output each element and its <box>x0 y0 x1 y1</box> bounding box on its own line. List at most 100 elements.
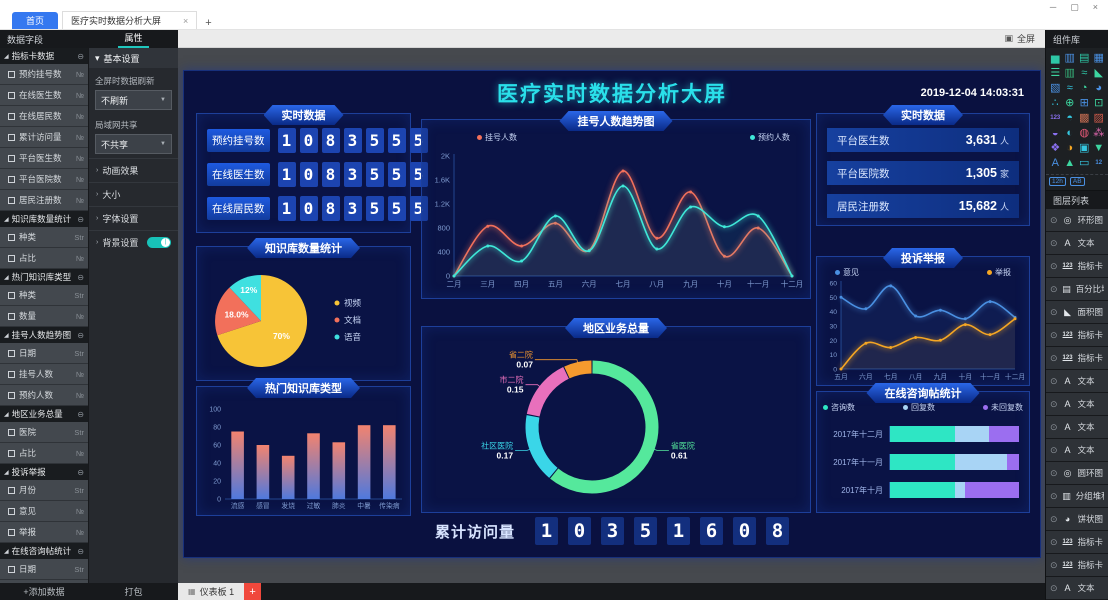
collapse-icon[interactable]: ◢ <box>4 332 9 339</box>
field-item[interactable]: 数量 № <box>0 306 88 327</box>
remove-group-icon[interactable]: ⊖ <box>77 51 84 61</box>
flower-chart-icon[interactable]: ◍ <box>1079 127 1090 139</box>
field-group-header[interactable]: ◢ 知识库数量统计 ⊖ <box>0 211 88 227</box>
multi-column-chart-icon[interactable]: ▥ <box>1064 67 1075 79</box>
checkbox-icon[interactable] <box>8 391 15 399</box>
checkbox-icon[interactable] <box>8 154 15 162</box>
percent-stacked-chart-icon[interactable]: ☰ <box>1050 67 1061 79</box>
media-widget-icon[interactable]: ▭ <box>1079 157 1090 169</box>
visibility-eye-icon[interactable]: ⊙ <box>1050 582 1058 593</box>
field-item[interactable]: 平台医院数 № <box>0 169 88 190</box>
properties-tab[interactable]: 属性 <box>89 30 178 48</box>
china-map-icon[interactable]: ▩ <box>1079 112 1090 124</box>
field-item[interactable]: 举报 № <box>0 522 88 543</box>
checkbox-icon[interactable] <box>8 112 15 120</box>
panel-realtime-numbers[interactable]: 实时数据 预约挂号数 1 0 8 3 5 5 5 在线医生数 1 0 8 3 5 5 5 在线居民数 1 0 8 3 5 5… <box>196 113 428 233</box>
treemap-icon[interactable]: ⊞ <box>1079 97 1089 109</box>
section-动画效果[interactable]: › 动画效果 <box>89 158 178 182</box>
field-item[interactable]: 居民注册数 № <box>0 190 88 211</box>
add-dashboard-button[interactable]: + <box>244 583 262 600</box>
visibility-eye-icon[interactable]: ⊙ <box>1050 237 1058 248</box>
checkbox-icon[interactable] <box>8 565 15 573</box>
field-group-header[interactable]: ◢ 热门知识库类型 ⊖ <box>0 269 88 285</box>
layer-item[interactable]: ⊙ ▤ 百分比堆 <box>1046 278 1108 301</box>
collapse-icon[interactable]: ◢ <box>4 53 9 60</box>
tab-document[interactable]: 医疗实时数据分析大屏 × <box>62 11 198 29</box>
field-item[interactable]: 种类 Str <box>0 227 88 248</box>
checkbox-icon[interactable] <box>8 233 15 241</box>
scatter-plot-icon[interactable]: ∴ <box>1051 97 1059 109</box>
refresh-select[interactable]: 不刷新 ▼ <box>95 90 172 110</box>
region-map-icon[interactable]: ▨ <box>1093 112 1104 124</box>
checkbox-icon[interactable] <box>8 91 15 99</box>
bubble-chart-icon[interactable]: ⁂ <box>1093 127 1105 139</box>
field-group-header[interactable]: ◢ 指标卡数据 ⊖ <box>0 48 88 64</box>
panel-region-donut[interactable]: 地区业务总量 省医院 0.61 社区医院 0.17 市二院 0.15 省二院 0.07 <box>421 326 811 513</box>
tab-home[interactable]: 首页 <box>12 12 59 29</box>
close-icon[interactable]: × <box>1092 2 1098 12</box>
stacked-bar-chart-icon[interactable]: ▤ <box>1079 52 1090 64</box>
badge-widget-icon[interactable]: 12 <box>1095 160 1103 166</box>
fullscreen-button[interactable]: 全屏 <box>1016 34 1035 44</box>
collapse-icon[interactable]: ◢ <box>4 216 9 223</box>
combo-chart-icon[interactable]: ▧ <box>1050 82 1061 94</box>
collapse-icon[interactable]: ◢ <box>4 548 9 555</box>
field-item[interactable]: 预约挂号数 № <box>0 64 88 85</box>
checkbox-icon[interactable] <box>8 449 15 457</box>
collapse-icon[interactable]: ◢ <box>4 274 9 281</box>
layer-item[interactable]: ⊙ ◣ 面积图 <box>1046 301 1108 324</box>
checkbox-icon[interactable] <box>8 312 15 320</box>
text-box-icon[interactable]: A <box>1051 157 1059 169</box>
component-tag-AB[interactable]: AB <box>1069 177 1085 186</box>
field-item[interactable]: 占比 № <box>0 443 88 464</box>
field-item[interactable]: 月份 Str <box>0 480 88 501</box>
maximize-icon[interactable]: ▢ <box>1070 2 1079 12</box>
checkbox-icon[interactable] <box>8 196 15 204</box>
field-item[interactable]: 预约人数 № <box>0 385 88 406</box>
checkbox-icon[interactable] <box>8 70 15 78</box>
checkbox-icon[interactable] <box>8 349 15 357</box>
remove-group-icon[interactable]: ⊖ <box>77 272 84 282</box>
field-group-header[interactable]: ◢ 地区业务总量 ⊖ <box>0 406 88 422</box>
panel-hot-knowledge-bars[interactable]: 热门知识库类型 0 20 40 60 80 100 流感 感冒 发烧 过敏 肺炎 中暑 传染病 <box>196 386 411 516</box>
layer-item[interactable]: ⊙ 123 指标卡 <box>1046 347 1108 370</box>
pack-button[interactable]: 打包 <box>89 583 178 600</box>
checkbox-icon[interactable] <box>8 133 15 141</box>
panel-platform-stats[interactable]: 实时数据 平台医生数 3,631 人平台医院数 1,305 家居民注册数 15,682 人 <box>816 113 1030 226</box>
dashboard-canvas[interactable]: 医疗实时数据分析大屏 2019-12-04 14:03:31 实时数据 预约挂号… <box>183 70 1041 558</box>
lan-share-select[interactable]: 不共享 ▼ <box>95 134 172 154</box>
panel-knowledge-pie[interactable]: 知识库数量统计 70% 18.0% 12% 视频 文档 语音 <box>196 246 411 381</box>
cube-chart-icon[interactable]: ▣ <box>1079 142 1090 154</box>
background-toggle[interactable] <box>147 237 171 248</box>
field-item[interactable]: 日期 Str <box>0 343 88 364</box>
number-card-icon[interactable]: 123 <box>1050 115 1061 121</box>
bar-chart-icon[interactable]: ▅ <box>1051 52 1060 64</box>
pie-chart-icon[interactable]: ◔ <box>1080 82 1088 94</box>
rose-chart-icon[interactable]: ◐ <box>1066 127 1074 139</box>
layer-item[interactable]: ⊙ ▥ 分组堆积 <box>1046 485 1108 508</box>
remove-group-icon[interactable]: ⊖ <box>77 214 84 224</box>
layer-item[interactable]: ⊙ ◕ 饼状图 <box>1046 508 1108 531</box>
field-item[interactable]: 平台医生数 № <box>0 148 88 169</box>
field-item[interactable]: 未回复数№ <box>0 580 88 583</box>
visibility-eye-icon[interactable]: ⊙ <box>1050 306 1058 317</box>
layer-item[interactable]: ⊙ 123 指标卡 <box>1046 324 1108 347</box>
layer-item[interactable]: ⊙ ◎ 圆环图 <box>1046 462 1108 485</box>
remove-group-icon[interactable]: ⊖ <box>77 330 84 340</box>
visibility-eye-icon[interactable]: ⊙ <box>1050 444 1058 455</box>
visibility-eye-icon[interactable]: ⊙ <box>1050 329 1058 340</box>
add-data-button[interactable]: +添加数据 <box>0 583 88 600</box>
pie3d-chart-icon[interactable]: ◑ <box>1066 142 1074 154</box>
section-大小[interactable]: › 大小 <box>89 182 178 206</box>
data-table-icon[interactable]: ⊡ <box>1094 97 1104 109</box>
field-group-header[interactable]: ◢ 挂号人数趋势图 ⊖ <box>0 327 88 343</box>
line-chart-icon[interactable]: ≈ <box>1066 82 1073 94</box>
visibility-eye-icon[interactable]: ⊙ <box>1050 536 1058 547</box>
half-donut-chart-icon[interactable]: ◒ <box>1051 127 1059 139</box>
layer-item[interactable]: ⊙ 123 指标卡 <box>1046 554 1108 577</box>
visibility-eye-icon[interactable]: ⊙ <box>1050 214 1058 225</box>
visibility-eye-icon[interactable]: ⊙ <box>1050 559 1058 570</box>
visibility-eye-icon[interactable]: ⊙ <box>1050 375 1058 386</box>
remove-group-icon[interactable]: ⊖ <box>77 546 84 556</box>
stream-chart-icon[interactable]: ≈ <box>1081 67 1088 79</box>
